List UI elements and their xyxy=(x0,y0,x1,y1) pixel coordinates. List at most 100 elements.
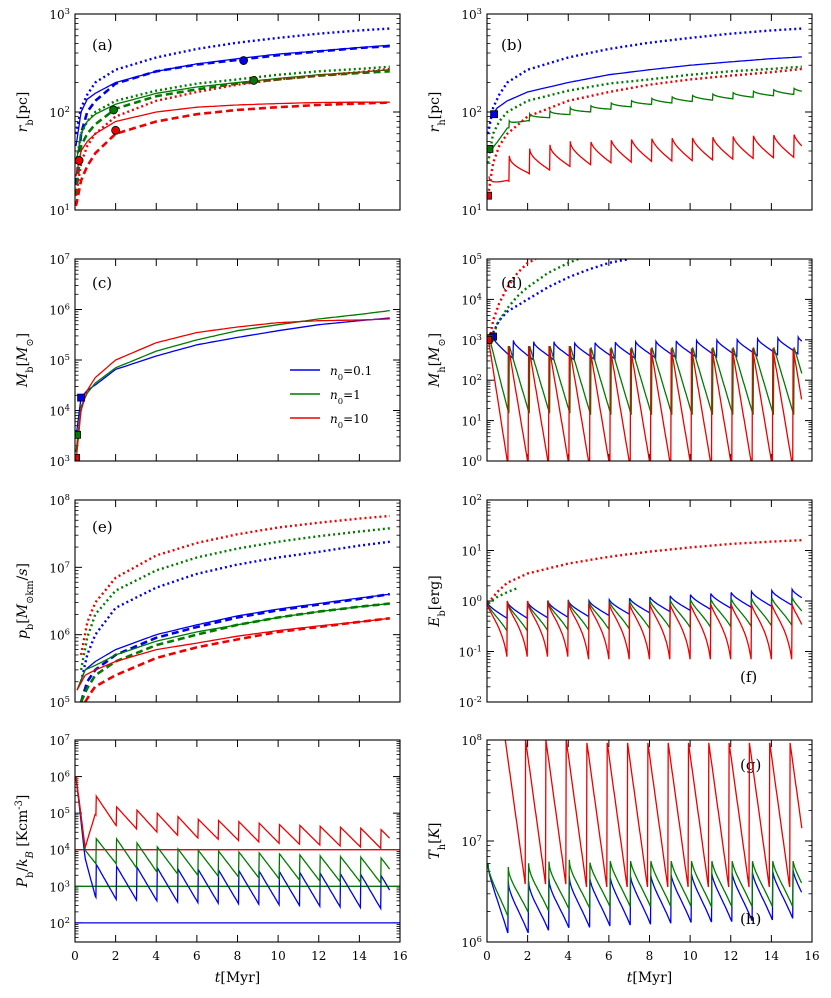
series-line-blue-solid xyxy=(487,586,803,620)
series-line-red-solid xyxy=(75,776,391,850)
y-tick-label: 103 xyxy=(49,878,70,894)
y-tick-label: 103 xyxy=(461,332,482,348)
y-tick-label: 105 xyxy=(49,694,70,710)
y-tick-label: 100 xyxy=(461,593,482,609)
x-tick-label: 8 xyxy=(234,949,242,963)
panel-label: (f) xyxy=(740,668,757,686)
panel-label: (d) xyxy=(501,274,522,292)
marker-square xyxy=(490,110,499,119)
marker-circle xyxy=(249,76,259,85)
marker-circle xyxy=(109,105,118,115)
series-line-blue-dashed xyxy=(79,592,391,702)
panel-label: (c) xyxy=(92,274,112,292)
plot-area xyxy=(75,309,390,461)
series-line-blue-solid xyxy=(492,56,802,115)
series-line-red-dashed xyxy=(75,101,390,207)
x-axis-label: t[Myr] xyxy=(627,970,673,986)
y-tick-label: 10-2 xyxy=(459,694,482,710)
axes-frame xyxy=(74,739,401,943)
series-line-red-solid xyxy=(504,740,803,888)
series-line-green-solid xyxy=(488,87,802,153)
series-line-blue-solid xyxy=(76,593,390,691)
panel-c: 103 104 105 106 107 (c) Mb[M⊙] n0=0.1 n0=1 n0=10 xyxy=(15,251,401,469)
x-tick-label: 4 xyxy=(152,949,160,963)
series-line-red-dotted xyxy=(487,67,802,196)
y-tick-label: 101 xyxy=(49,202,70,218)
y-tick-label: 102 xyxy=(49,104,70,120)
x-tick-label: 12 xyxy=(311,949,326,963)
series-line-green-dashed xyxy=(79,602,390,702)
plot-area xyxy=(75,776,400,924)
x-tick-label: 14 xyxy=(764,949,780,963)
panel-label: (a) xyxy=(92,36,113,54)
series-line-red-solid xyxy=(75,318,390,461)
axes-frame xyxy=(74,258,401,462)
legend-label: n0=1 xyxy=(330,388,361,406)
y-axis-label: rb[pc] xyxy=(15,92,36,133)
y-axis-label: Eb[erg] xyxy=(427,575,448,627)
y-tick-label: 104 xyxy=(461,291,482,307)
x-tick-label: 6 xyxy=(605,949,613,963)
panel-f: 10-2 10-1 100 101 102 (f) Eb[erg] xyxy=(427,492,813,710)
marker-square xyxy=(487,145,494,153)
series-line-blue-dashed xyxy=(75,44,390,186)
y-tick-label: 105 xyxy=(461,251,482,267)
axes-frame xyxy=(486,499,813,703)
plot-area xyxy=(75,27,390,207)
y-tick-label: 101 xyxy=(461,413,482,429)
panel-d: 100 101 102 103 104 105 (d) Mh[M⊙] xyxy=(427,251,813,469)
series-line-blue-dotted xyxy=(79,540,390,682)
x-tick-label: 10 xyxy=(270,949,285,963)
y-tick-label: 106 xyxy=(49,769,70,785)
y-tick-label: 103 xyxy=(49,453,70,469)
marker-square xyxy=(487,335,492,344)
x-axis-label: t[Myr] xyxy=(215,970,261,986)
series-line-red-dashed xyxy=(84,617,390,702)
y-tick-label: 108 xyxy=(461,732,482,748)
axes-frame xyxy=(486,739,813,943)
series-line-green-dotted xyxy=(487,586,518,605)
y-tick-label: 102 xyxy=(461,104,482,120)
y-tick-label: 100 xyxy=(461,453,482,469)
x-tick-label: 2 xyxy=(112,949,120,963)
y-tick-label: 102 xyxy=(49,915,70,931)
panel-e: 105 106 107 108 (e) pb[M⊙km/s] xyxy=(15,492,401,710)
series-line-red-solid xyxy=(75,101,390,177)
series-line-green-dotted xyxy=(489,259,579,345)
x-tick-label: 16 xyxy=(392,949,407,963)
y-axis-label: pb[M⊙km/s] xyxy=(15,563,36,639)
legend-label: n0=0.1 xyxy=(330,364,372,382)
series-line-green-solid xyxy=(487,596,803,634)
x-tick-label: 2 xyxy=(524,949,532,963)
panel-label: (b) xyxy=(501,36,522,54)
series-line-blue-solid xyxy=(75,776,391,911)
series-line-red-dotted xyxy=(487,539,802,605)
y-tick-label: 106 xyxy=(49,627,70,643)
series-line-blue-dotted xyxy=(492,259,630,334)
x-tick-label: 0 xyxy=(483,949,491,963)
plot-area xyxy=(487,539,803,660)
series-line-red-solid xyxy=(487,336,803,461)
marker-square xyxy=(75,454,80,461)
axes-frame xyxy=(74,499,401,703)
y-tick-label: 105 xyxy=(49,352,70,368)
plot-area xyxy=(487,27,803,200)
x-tick-label: 12 xyxy=(723,949,738,963)
axes-frame xyxy=(486,258,813,462)
x-tick-label: 0 xyxy=(71,949,79,963)
x-tick-label: 16 xyxy=(804,949,819,963)
x-tick-label: 6 xyxy=(193,949,201,963)
y-tick-label: 108 xyxy=(49,492,70,508)
legend-label: n0=10 xyxy=(330,412,368,430)
series-line-green-dotted xyxy=(75,65,390,164)
series-line-green-dotted xyxy=(79,527,390,671)
y-tick-label: 103 xyxy=(461,6,482,22)
marker-square xyxy=(77,393,85,402)
y-tick-label: 107 xyxy=(461,833,482,849)
axes-frame xyxy=(486,13,813,211)
y-tick-label: 103 xyxy=(49,6,70,22)
marker-circle xyxy=(239,56,248,65)
panel-h: 0 2 4 6 8 10 12 14 16 106 107 108 (h) Th[K] t[Myr] xyxy=(427,732,820,986)
legend: n0=0.1 n0=1 n0=10 xyxy=(290,364,372,430)
